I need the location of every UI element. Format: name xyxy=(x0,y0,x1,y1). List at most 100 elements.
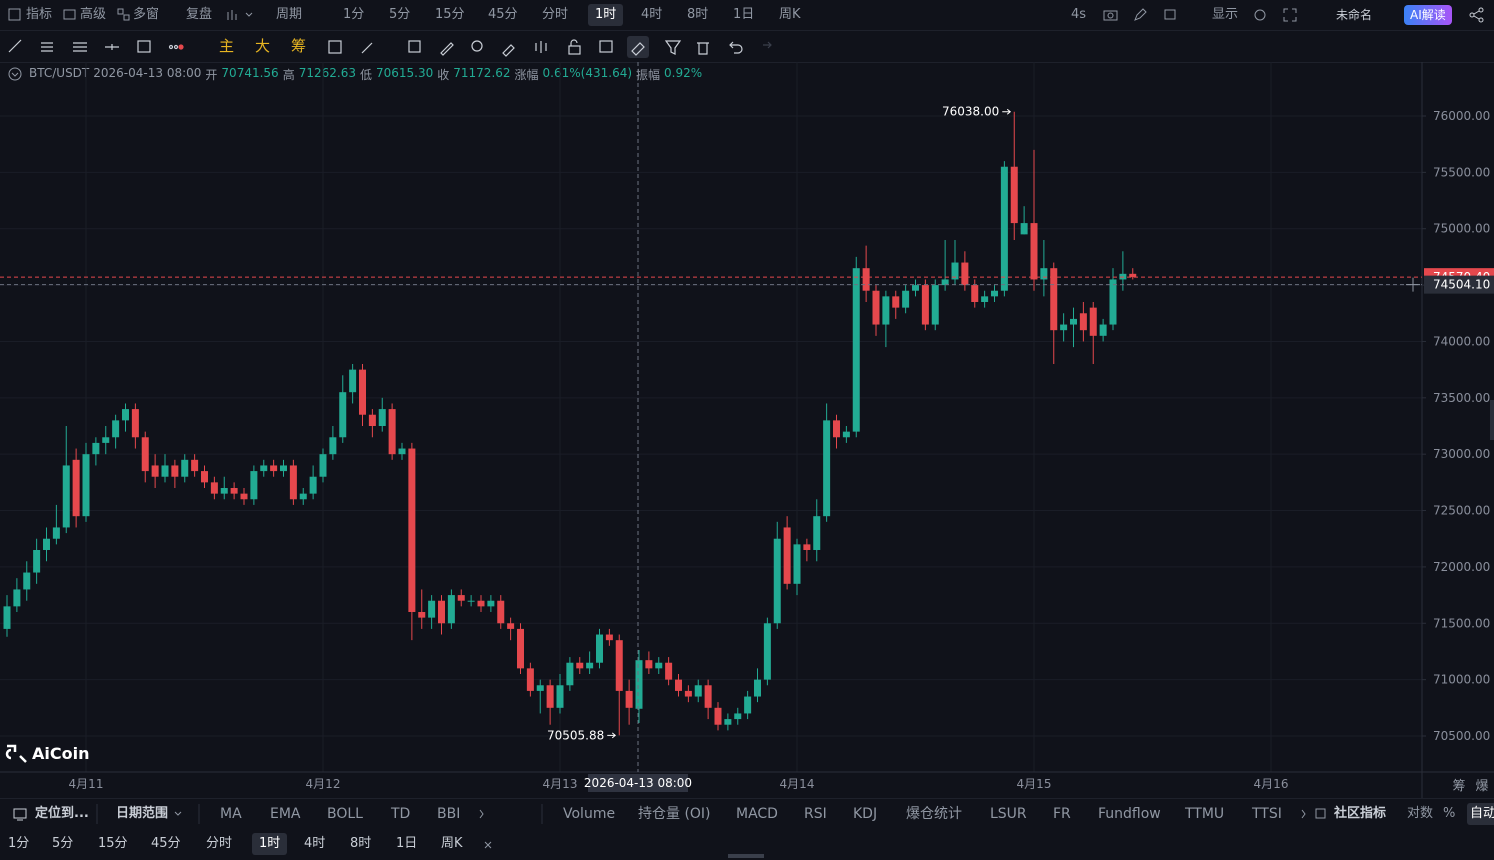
period[interactable]: 周K xyxy=(441,836,463,851)
icon[interactable] xyxy=(1163,8,1177,22)
main-indicator[interactable]: TD xyxy=(391,806,411,822)
main-indicator[interactable]: BOLL xyxy=(327,806,363,822)
sub-indicator[interactable]: LSUR xyxy=(990,806,1027,822)
period[interactable]: 8时 xyxy=(350,836,372,851)
candle-body xyxy=(270,465,278,472)
candle-body xyxy=(507,623,515,629)
period[interactable]: 8时 xyxy=(687,7,709,22)
date-range[interactable]: 日期范围 xyxy=(116,806,169,821)
crosshair-plus xyxy=(1406,277,1420,292)
candle-body xyxy=(309,476,317,494)
sub-indicator[interactable]: Volume xyxy=(563,806,616,822)
axis-corner[interactable]: 筹 xyxy=(1452,778,1465,794)
sub-indicator[interactable]: 持仓量 (OI) xyxy=(638,806,711,822)
scroll-handle[interactable] xyxy=(1490,400,1494,440)
menu-item[interactable]: 复盘 xyxy=(186,7,213,22)
period[interactable]: 1分 xyxy=(343,7,365,22)
sub-indicator[interactable]: TTSI xyxy=(1252,806,1282,822)
period[interactable]: 周K xyxy=(779,7,801,22)
sub-indicator[interactable]: TTMU xyxy=(1185,806,1225,822)
main-indicator[interactable]: EMA xyxy=(270,806,301,822)
extreme-arrow xyxy=(1002,108,1012,115)
period[interactable]: 45分 xyxy=(488,7,518,22)
period[interactable]: 1日 xyxy=(396,836,418,851)
menu-item[interactable]: 高级 xyxy=(80,7,107,22)
candle-body xyxy=(62,465,70,528)
log-toggle[interactable]: 对数 xyxy=(1407,806,1434,821)
period[interactable]: 5分 xyxy=(52,836,74,851)
candle-body xyxy=(151,465,159,477)
menu-item[interactable]: 周期 xyxy=(276,7,303,22)
candle-body xyxy=(803,544,811,550)
period[interactable]: 4时 xyxy=(304,836,326,851)
candle-body xyxy=(556,685,564,708)
candle-body xyxy=(82,454,90,517)
tool-main[interactable]: 主 xyxy=(219,37,235,55)
candle-body xyxy=(1089,307,1097,336)
candle-body xyxy=(596,634,603,663)
sub-indicator[interactable]: 爆仓统计 xyxy=(906,806,962,822)
candle-body xyxy=(52,527,60,539)
y-tick-label: 75000.00 xyxy=(1433,222,1490,236)
axis-corner[interactable]: 爆 xyxy=(1475,779,1488,794)
percent-toggle[interactable]: % xyxy=(1443,806,1456,821)
tool-chip[interactable]: 筹 xyxy=(291,37,307,55)
refresh-rate[interactable]: 4s xyxy=(1071,7,1087,22)
sub-indicator[interactable]: RSI xyxy=(804,806,827,822)
main-indicator[interactable]: MA xyxy=(220,806,242,822)
candle-body xyxy=(447,595,455,624)
y-tick-label: 73500.00 xyxy=(1433,391,1490,405)
candle-body xyxy=(1050,268,1058,331)
candle-body xyxy=(615,640,623,691)
candle-body xyxy=(220,487,228,494)
close-icon[interactable] xyxy=(483,840,493,850)
icon[interactable] xyxy=(1283,8,1297,22)
collapse-icon[interactable] xyxy=(8,67,22,81)
field-value: 70741.56 xyxy=(221,66,279,80)
ai-button[interactable]: AI解读 xyxy=(1404,5,1452,25)
display-button[interactable]: 显示 xyxy=(1212,7,1239,22)
icon[interactable] xyxy=(1133,8,1147,22)
candle-body xyxy=(941,279,949,286)
period-active[interactable]: 1时 xyxy=(588,4,624,26)
sub-indicator[interactable]: FR xyxy=(1053,806,1071,822)
sub-indicator[interactable]: MACD xyxy=(736,806,778,822)
main-indicator[interactable]: BBI xyxy=(437,806,461,822)
candle-body xyxy=(1010,166,1018,224)
x-tick-label: 4月12 xyxy=(306,777,341,791)
auto-toggle[interactable]: 自动 xyxy=(1467,803,1494,825)
period[interactable]: 45分 xyxy=(151,836,181,851)
field-label: 收 xyxy=(437,68,450,82)
handle[interactable] xyxy=(728,854,764,858)
period[interactable]: 15分 xyxy=(435,7,465,22)
sub-indicator[interactable]: KDJ xyxy=(853,806,878,822)
period[interactable]: 4时 xyxy=(641,7,663,22)
field-value: 0.92% xyxy=(664,66,703,80)
candle-body xyxy=(201,471,208,483)
menu-item[interactable]: 指标 xyxy=(26,7,53,22)
tool-big[interactable]: 大 xyxy=(255,37,271,55)
period-active[interactable]: 1时 xyxy=(252,833,288,855)
candle-body xyxy=(72,459,80,517)
icon xyxy=(8,8,21,21)
layout-name[interactable]: 未命名 xyxy=(1336,8,1373,22)
locate-button[interactable]: 定位到... xyxy=(35,806,89,821)
icon[interactable] xyxy=(1253,8,1267,22)
icon[interactable] xyxy=(1103,8,1119,22)
candle-body xyxy=(991,290,998,297)
period[interactable]: 分时 xyxy=(206,836,233,851)
icon[interactable] xyxy=(1468,7,1486,23)
period[interactable]: 分时 xyxy=(542,7,569,22)
period[interactable]: 1日 xyxy=(733,7,755,22)
candle-body xyxy=(912,285,919,291)
candle-body xyxy=(161,465,169,477)
period[interactable]: 5分 xyxy=(389,7,411,22)
menu-item[interactable]: 多窗 xyxy=(133,7,160,22)
candle-body xyxy=(329,437,337,455)
sub-indicator[interactable]: Fundflow xyxy=(1098,806,1161,822)
candle-body xyxy=(931,285,939,325)
crosshair-time-label: 2026-04-13 08:00 xyxy=(584,776,692,790)
period[interactable]: 15分 xyxy=(98,836,128,851)
period[interactable]: 1分 xyxy=(8,836,30,851)
community-indicators[interactable]: 社区指标 xyxy=(1334,806,1387,821)
